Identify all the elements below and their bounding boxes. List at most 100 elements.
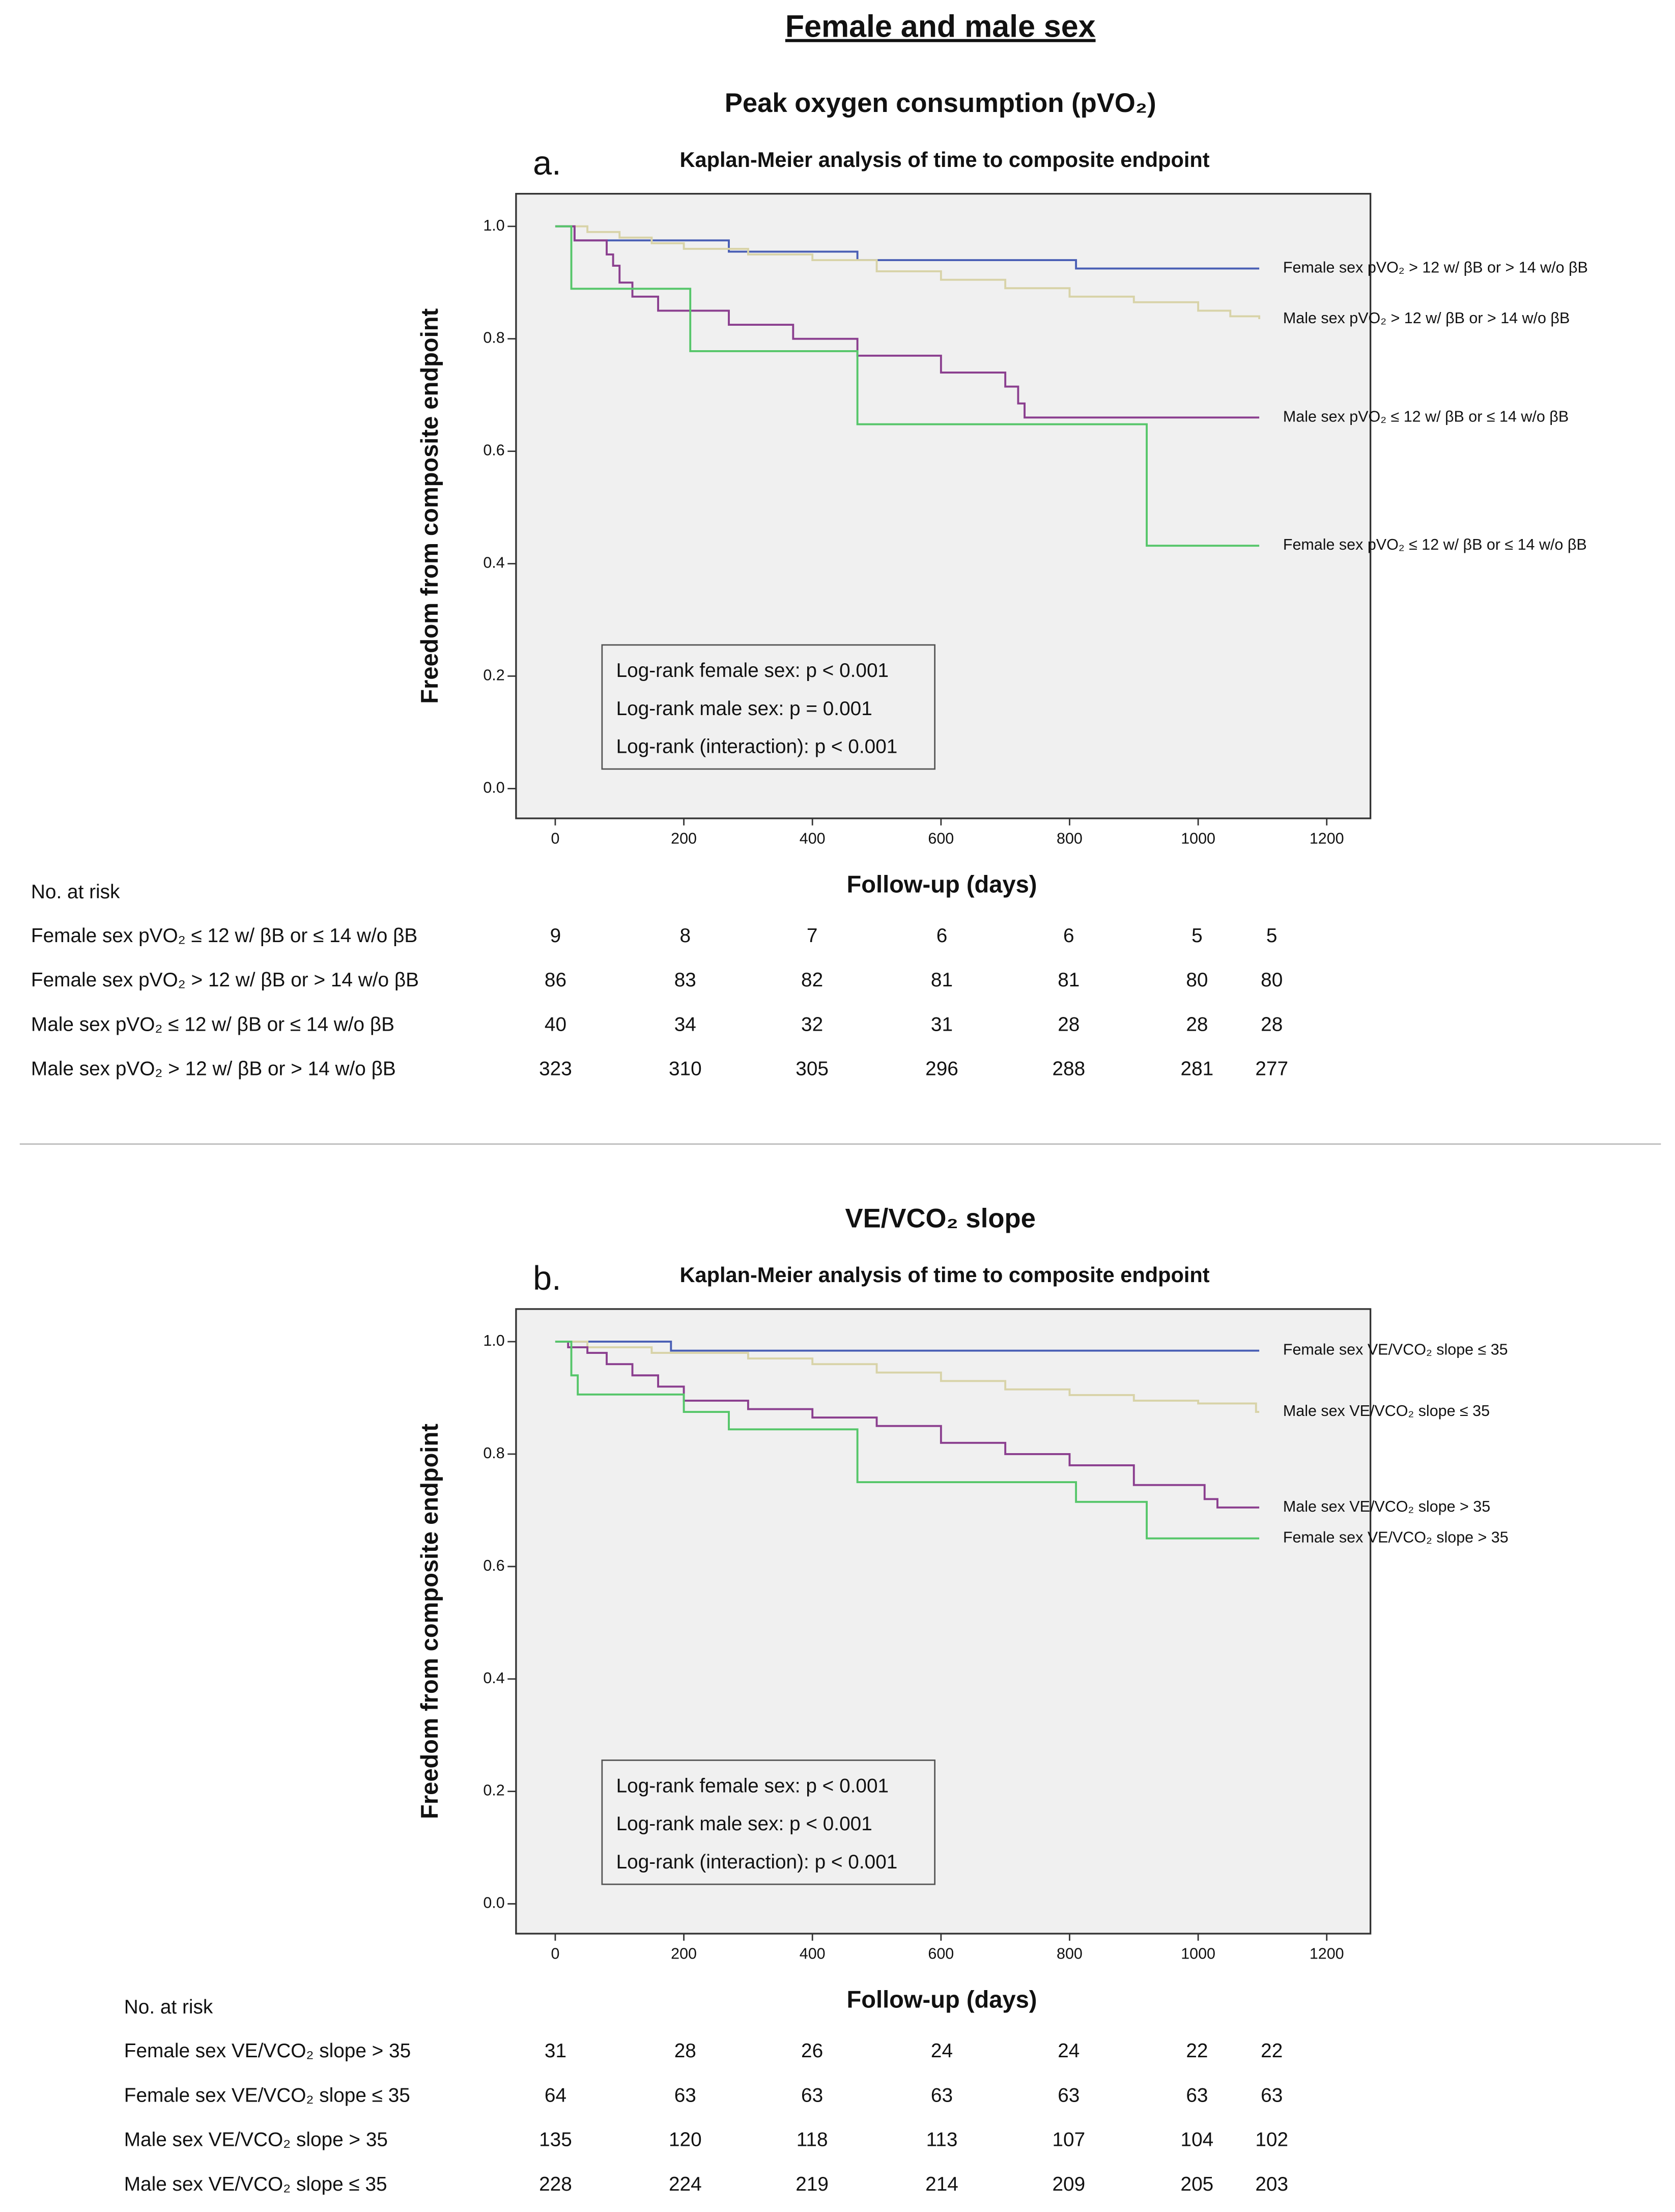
survival-curve: [555, 225, 1260, 419]
risk-count: 28: [1261, 1013, 1283, 1035]
risk-count: 40: [545, 1013, 566, 1035]
y-tick-label: 0.2: [483, 1782, 504, 1799]
risk-count: 135: [539, 2129, 572, 2151]
risk-count: 28: [674, 2040, 696, 2062]
risk-count: 104: [1181, 2129, 1214, 2151]
risk-count: 28: [1186, 1013, 1208, 1035]
risk-count: 209: [1052, 2173, 1085, 2195]
risk-row-label: Female sex VE/VCO₂ slope > 35: [124, 2040, 411, 2062]
risk-count: 24: [931, 2040, 953, 2062]
risk-count: 296: [925, 1058, 958, 1080]
risk-row-label: Female sex pVO₂ > 12 w/ βB or > 14 w/o β…: [31, 969, 419, 991]
x-tick-label: 0: [551, 1945, 559, 1963]
chart-title: Kaplan-Meier analysis of time to composi…: [679, 148, 1209, 172]
x-tick-label: 0: [551, 830, 559, 847]
y-tick-label: 1.0: [483, 1332, 504, 1349]
risk-count: 63: [801, 2084, 823, 2106]
x-tick-label: 1200: [1310, 830, 1344, 847]
risk-count: 288: [1052, 1058, 1085, 1080]
risk-row-label: Male sex pVO₂ > 12 w/ βB or > 14 w/o βB: [31, 1058, 396, 1080]
risk-count: 63: [931, 2084, 953, 2106]
panel-label: b.: [533, 1260, 561, 1297]
risk-count: 310: [669, 1058, 702, 1080]
risk-count: 9: [550, 925, 561, 947]
y-tick-label: 0.4: [483, 1669, 504, 1687]
y-tick-label: 0.0: [483, 1894, 504, 1912]
risk-count: 26: [801, 2040, 823, 2062]
legend-label: Male sex VE/VCO₂ slope ≤ 35: [1283, 1402, 1490, 1420]
chart-subtitle: VE/VCO₂ slope: [845, 1203, 1036, 1233]
risk-count: 34: [674, 1013, 696, 1035]
risk-count: 6: [936, 925, 948, 947]
y-tick-label: 0.8: [483, 329, 504, 347]
survival-curve: [555, 1341, 1260, 1352]
y-tick-label: 0.6: [483, 1557, 504, 1574]
survival-curve: [555, 225, 1261, 320]
legend-label: Female sex pVO₂ > 12 w/ βB or > 14 w/o β…: [1283, 259, 1588, 276]
risk-count: 82: [801, 969, 823, 991]
risk-count: 63: [1058, 2084, 1080, 2106]
figure-title: Female and male sex: [785, 9, 1096, 44]
risk-count: 214: [925, 2173, 958, 2195]
risk-count: 7: [807, 925, 818, 947]
risk-count: 219: [796, 2173, 829, 2195]
x-tick-label: 400: [800, 1945, 826, 1963]
plot-area: [515, 193, 1372, 819]
risk-count: 228: [539, 2173, 572, 2195]
annotation: Log-rank male sex: p < 0.001: [616, 1813, 872, 1835]
plot-area: [515, 1308, 1372, 1935]
risk-table-title: No. at risk: [124, 1996, 213, 2018]
annotation: Log-rank (interaction): p < 0.001: [616, 736, 898, 758]
legend-label: Male sex pVO₂ ≤ 12 w/ βB or ≤ 14 w/o βB: [1283, 408, 1569, 425]
risk-count: 120: [669, 2129, 702, 2151]
risk-row-label: Male sex VE/VCO₂ slope ≤ 35: [124, 2173, 387, 2195]
x-tick-label: 1000: [1181, 1945, 1215, 1963]
y-axis-label: Freedom from composite endpoint: [416, 1424, 443, 1819]
risk-count: 205: [1181, 2173, 1214, 2195]
risk-row-label: Male sex VE/VCO₂ slope > 35: [124, 2129, 388, 2151]
x-tick-label: 200: [671, 1945, 697, 1963]
risk-count: 281: [1181, 1058, 1214, 1080]
legend-label: Male sex pVO₂ > 12 w/ βB or > 14 w/o βB: [1283, 309, 1570, 327]
risk-count: 22: [1261, 2040, 1283, 2062]
survival-curve: [555, 1341, 1260, 1509]
risk-count: 5: [1191, 925, 1203, 947]
risk-count: 81: [1058, 969, 1080, 991]
annotation-box: [601, 644, 936, 770]
risk-count: 6: [1063, 925, 1074, 947]
x-axis-label: Follow-up (days): [847, 1986, 1037, 2013]
risk-count: 118: [797, 2129, 828, 2151]
risk-count: 5: [1266, 925, 1277, 947]
risk-count: 80: [1261, 969, 1283, 991]
risk-count: 203: [1255, 2173, 1288, 2195]
survival-curve: [555, 1341, 1260, 1413]
risk-row-label: Female sex pVO₂ ≤ 12 w/ βB or ≤ 14 w/o β…: [31, 925, 417, 947]
risk-count: 102: [1255, 2129, 1288, 2151]
annotation-box: [601, 1759, 936, 1885]
risk-count: 63: [1261, 2084, 1283, 2106]
risk-count: 24: [1058, 2040, 1080, 2062]
risk-count: 63: [1186, 2084, 1208, 2106]
panel-label: a.: [533, 145, 561, 182]
risk-count: 22: [1186, 2040, 1208, 2062]
y-axis-label: Freedom from composite endpoint: [416, 308, 443, 704]
x-tick-label: 400: [800, 830, 826, 847]
risk-count: 113: [926, 2129, 958, 2151]
x-tick-label: 600: [928, 1945, 954, 1963]
x-tick-label: 1200: [1310, 1945, 1344, 1963]
x-tick-label: 200: [671, 830, 697, 847]
risk-count: 224: [669, 2173, 702, 2195]
survival-curve: [555, 225, 1260, 547]
x-tick-label: 800: [1057, 830, 1083, 847]
legend-label: Male sex VE/VCO₂ slope > 35: [1283, 1498, 1490, 1515]
risk-count: 8: [680, 925, 691, 947]
annotation: Log-rank male sex: p = 0.001: [616, 698, 872, 720]
survival-curve: [555, 1341, 1260, 1540]
risk-count: 31: [931, 1013, 953, 1035]
risk-table-title: No. at risk: [31, 881, 120, 903]
risk-count: 305: [796, 1058, 829, 1080]
risk-count: 63: [674, 2084, 696, 2106]
risk-count: 32: [801, 1013, 823, 1035]
